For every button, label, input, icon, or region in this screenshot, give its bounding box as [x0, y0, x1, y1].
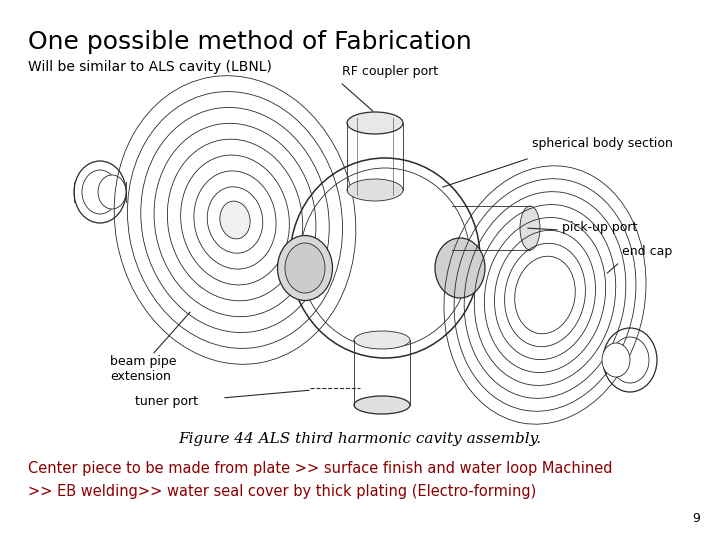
Text: Will be similar to ALS cavity (LBNL): Will be similar to ALS cavity (LBNL)	[28, 60, 272, 74]
Text: >> EB welding>> water seal cover by thick plating (Electro-forming): >> EB welding>> water seal cover by thic…	[28, 484, 536, 499]
Text: spherical body section: spherical body section	[532, 137, 673, 150]
Text: tuner port: tuner port	[135, 395, 198, 408]
Ellipse shape	[347, 112, 403, 134]
Text: One possible method of Fabrication: One possible method of Fabrication	[28, 30, 472, 54]
Text: pick-up port: pick-up port	[562, 221, 637, 234]
Text: beam pipe
extension: beam pipe extension	[110, 355, 176, 383]
Ellipse shape	[347, 179, 403, 201]
Text: 9: 9	[692, 512, 700, 525]
Ellipse shape	[354, 331, 410, 349]
Ellipse shape	[98, 175, 126, 209]
Text: RF coupler port: RF coupler port	[342, 65, 438, 78]
Ellipse shape	[285, 243, 325, 293]
Ellipse shape	[277, 235, 333, 300]
Ellipse shape	[220, 201, 250, 239]
Text: Center piece to be made from plate >> surface finish and water loop Machined: Center piece to be made from plate >> su…	[28, 461, 613, 476]
Ellipse shape	[435, 238, 485, 298]
Ellipse shape	[354, 396, 410, 414]
Ellipse shape	[602, 343, 630, 377]
Ellipse shape	[520, 206, 540, 250]
Text: Figure 44 ALS third harmonic cavity assembly.: Figure 44 ALS third harmonic cavity asse…	[179, 432, 541, 446]
Text: end cap: end cap	[622, 245, 672, 258]
